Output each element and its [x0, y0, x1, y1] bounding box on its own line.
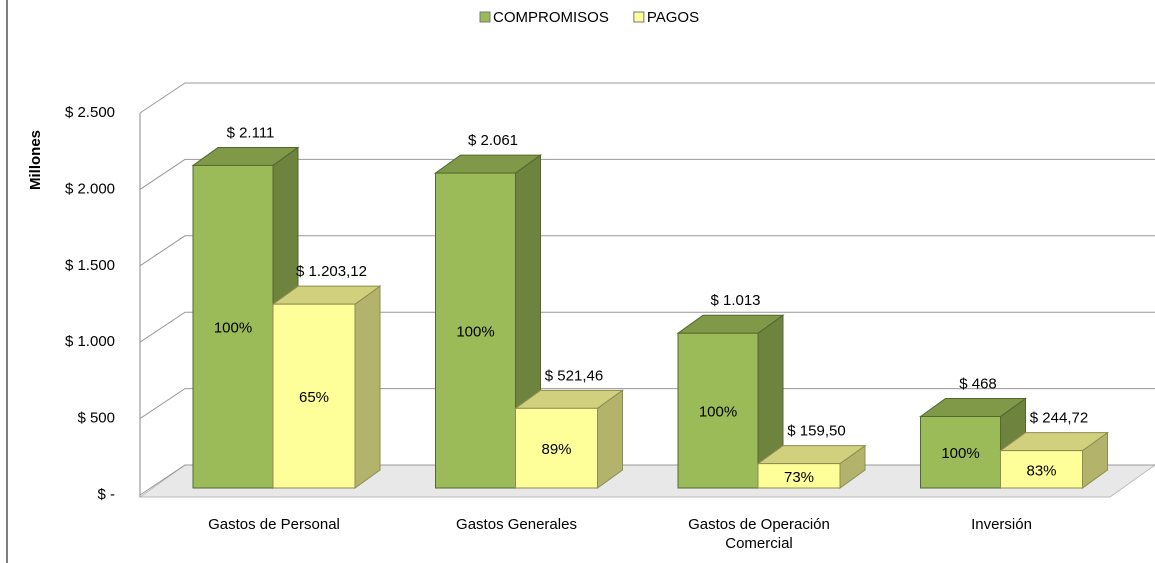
bar-side	[354, 285, 381, 489]
value-label: $ 2.111	[227, 124, 275, 141]
grid-line	[139, 235, 1155, 267]
inner-label: 100%	[941, 445, 979, 462]
inner-label: 73%	[784, 469, 814, 486]
y-tick-label: $ 500	[77, 410, 115, 427]
inner-label: 100%	[214, 320, 252, 337]
bar	[192, 164, 274, 489]
grid-line	[139, 158, 1155, 190]
value-label: $ 1.013	[710, 292, 760, 309]
y-tick-label: $ 2.500	[65, 104, 115, 121]
value-label: $ 468	[959, 375, 997, 392]
bar	[677, 332, 759, 489]
legend-label: COMPROMISOS	[493, 9, 609, 26]
value-label: $ 2.061	[468, 132, 518, 149]
y-tick-label: $ 1.000	[65, 333, 115, 350]
x-tick-label: Gastos Generales	[456, 516, 577, 533]
bar	[272, 303, 356, 489]
grid-line	[139, 388, 1155, 420]
bar	[920, 415, 1001, 489]
y-tick-label: $ 2.000	[65, 180, 115, 197]
value-label: $ 521,46	[545, 367, 603, 384]
value-label: $ 1.203,12	[296, 263, 367, 280]
value-label: $ 244,72	[1030, 410, 1088, 427]
bar	[435, 172, 516, 489]
grid-line	[139, 311, 1155, 343]
floor	[138, 464, 1155, 498]
inner-label: 100%	[699, 404, 737, 421]
legend-label: PAGOS	[647, 9, 699, 26]
legend-swatch	[479, 11, 491, 23]
inner-label: 100%	[456, 324, 494, 341]
bar	[1000, 450, 1083, 489]
inner-label: 89%	[541, 441, 571, 458]
grid-line	[139, 82, 1155, 114]
value-label: $ 159,50	[787, 423, 845, 440]
inner-label: 83%	[1026, 462, 1056, 479]
y-tick-label: $ 1.500	[65, 257, 115, 274]
bar	[757, 463, 841, 489]
y-axis-label: Millones	[27, 130, 44, 190]
legend-swatch	[633, 11, 645, 23]
inner-label: 65%	[299, 389, 329, 406]
x-tick-label: Gastos de Personal	[208, 516, 340, 533]
bar	[515, 407, 598, 489]
x-tick-label: Gastos de Operación Comercial	[688, 516, 830, 552]
x-tick-label: Inversión	[971, 516, 1032, 533]
y-tick-label: $ -	[97, 486, 115, 503]
